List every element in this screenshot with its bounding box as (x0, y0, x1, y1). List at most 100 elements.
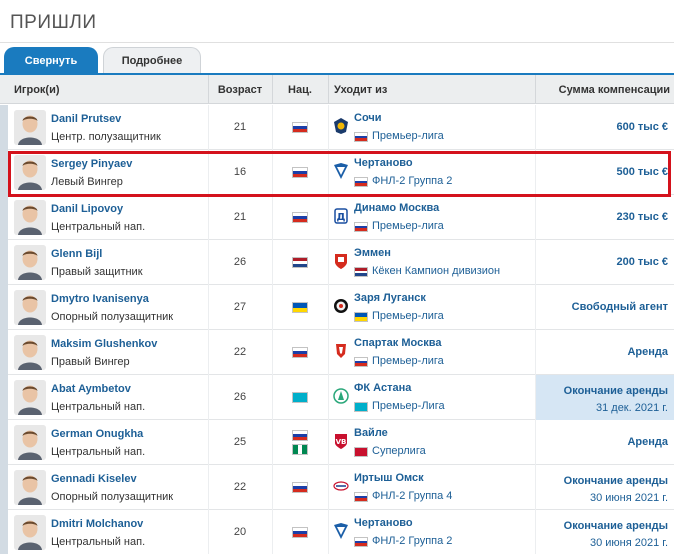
tab-details[interactable]: Подробнее (103, 47, 201, 74)
from-club-link[interactable]: ФК Астана (354, 382, 412, 394)
fee-value[interactable]: 200 тыс € (616, 256, 668, 268)
league-link[interactable]: Премьер-лига (372, 130, 444, 142)
astana-logo-icon[interactable] (333, 387, 349, 405)
chertanovo-logo-icon[interactable] (333, 522, 349, 540)
cell-separator (535, 375, 536, 420)
player-photo[interactable] (14, 200, 46, 235)
league-link[interactable]: Суперлига (372, 445, 426, 457)
player-position: Центральный нап. (51, 446, 146, 458)
player-name-link[interactable]: German Onugkha (51, 428, 144, 440)
emmen-logo-icon[interactable] (333, 252, 349, 270)
player-photo[interactable] (14, 290, 46, 325)
cell-separator (272, 330, 273, 375)
flag-russia-icon (354, 492, 368, 502)
flag-russia-icon (292, 482, 308, 493)
player-position: Опорный полузащитник (51, 491, 174, 503)
fee-value[interactable]: Свободный агент (571, 301, 668, 313)
player-name-link[interactable]: Dmytro Ivanisenya (51, 293, 149, 305)
player-photo[interactable] (14, 515, 46, 550)
fee-value[interactable]: Окончание аренды 30 июня 2021 г. (564, 473, 668, 507)
column-header-from[interactable]: Уходит из (334, 83, 388, 96)
league-link[interactable]: Премьер-лига (372, 355, 444, 367)
player-photo[interactable] (14, 155, 46, 190)
header-separator (328, 75, 329, 104)
nationality-flags (292, 285, 310, 330)
player-position: Опорный полузащитник (51, 311, 174, 323)
player-age: 16 (233, 166, 247, 178)
fee-label[interactable]: Окончание аренды (563, 520, 668, 532)
column-header-nat[interactable]: Нац. (288, 83, 312, 96)
spartak-logo-icon[interactable] (333, 342, 349, 360)
player-photo[interactable] (14, 110, 46, 145)
dynamo-logo-icon[interactable]: Д (333, 207, 349, 225)
fee-value[interactable]: Аренда (627, 436, 668, 448)
zorya-logo-icon[interactable] (333, 297, 349, 315)
sochi-logo-icon[interactable] (333, 117, 349, 135)
player-age: 20 (233, 526, 247, 538)
league-link[interactable]: ФНЛ-2 Группа 4 (372, 490, 453, 502)
player-photo[interactable] (14, 470, 46, 505)
league-link[interactable]: ФНЛ-2 Группа 2 (372, 175, 453, 187)
table-row: Dmitri Molchanov Центральный нап. 20 Чер… (0, 510, 674, 554)
cell-separator (272, 105, 273, 150)
from-club-link[interactable]: Заря Луганск (354, 292, 426, 304)
from-club-link[interactable]: Вайле (354, 427, 388, 439)
player-name-link[interactable]: Abat Aymbetov (51, 383, 131, 395)
header-separator (272, 75, 273, 104)
from-club-link[interactable]: Сочи (354, 112, 382, 124)
fee-date: 31 дек. 2021 г. (595, 402, 668, 414)
nationality-flags (292, 105, 310, 150)
player-position: Левый Вингер (51, 176, 123, 188)
cell-separator (208, 465, 209, 510)
league-link[interactable]: Кёкен Кампион дивизион (372, 265, 501, 277)
flag-russia-icon (292, 212, 308, 223)
vejle-logo-icon[interactable]: VB (333, 432, 349, 450)
player-name-link[interactable]: Danil Prutsev (51, 113, 122, 125)
from-club-link[interactable]: Динамо Москва (354, 202, 440, 214)
from-club-link[interactable]: Спартак Москва (354, 337, 442, 349)
cell-separator (208, 195, 209, 240)
player-age: 22 (233, 481, 247, 493)
fee-value[interactable]: Аренда (627, 346, 668, 358)
from-club-link[interactable]: Иртыш Омск (354, 472, 424, 484)
league-link[interactable]: ФНЛ-2 Группа 2 (372, 535, 453, 547)
flag-russia-icon (292, 347, 308, 358)
player-position: Центр. полузащитник (51, 131, 161, 143)
fee-value[interactable]: 500 тыс € (616, 166, 668, 178)
column-header-fee[interactable]: Сумма компенсации (558, 83, 670, 96)
player-photo[interactable] (14, 335, 46, 370)
tab-collapse[interactable]: Свернуть (4, 47, 98, 74)
league-link[interactable]: Премьер-лига (372, 310, 444, 322)
column-header-age[interactable]: Возраст (217, 83, 263, 96)
table-row: Dmytro Ivanisenya Опорный полузащитник 2… (0, 285, 674, 330)
player-photo[interactable] (14, 245, 46, 280)
player-name-link[interactable]: Sergey Pinyaev (51, 158, 133, 170)
cell-separator (535, 285, 536, 330)
fee-value[interactable]: Окончание аренды 30 июня 2021 г. (564, 518, 668, 552)
player-name-link[interactable]: Dmitri Molchanov (51, 518, 144, 530)
player-name-link[interactable]: Danil Lipovoy (51, 203, 124, 215)
cell-separator (535, 150, 536, 195)
fee-value[interactable]: 230 тыс € (616, 211, 668, 223)
fee-value[interactable]: 600 тыс € (616, 121, 668, 133)
league-link[interactable]: Премьер-лига (372, 220, 444, 232)
from-club-link[interactable]: Эммен (354, 247, 391, 259)
player-photo[interactable] (14, 425, 46, 460)
irtysh-logo-icon[interactable] (333, 477, 349, 495)
header-separator (208, 75, 209, 104)
fee-value[interactable]: Окончание аренды 31 дек. 2021 г. (564, 383, 668, 417)
from-club-link[interactable]: Чертаново (354, 157, 413, 169)
fee-label[interactable]: Окончание аренды (563, 475, 668, 487)
column-header-player[interactable]: Игрок(и) (14, 83, 60, 96)
fee-label[interactable]: Окончание аренды (563, 385, 668, 397)
chertanovo-logo-icon[interactable] (333, 162, 349, 180)
cell-separator (328, 375, 329, 420)
player-photo[interactable] (14, 380, 46, 415)
league-link[interactable]: Премьер-Лига (372, 400, 445, 412)
player-name-link[interactable]: Glenn Bijl (51, 248, 103, 260)
nationality-flags (292, 510, 310, 554)
player-name-link[interactable]: Maksim Glushenkov (51, 338, 158, 350)
player-name-link[interactable]: Gennadi Kiselev (51, 473, 137, 485)
cell-separator (272, 150, 273, 195)
from-club-link[interactable]: Чертаново (354, 517, 413, 529)
